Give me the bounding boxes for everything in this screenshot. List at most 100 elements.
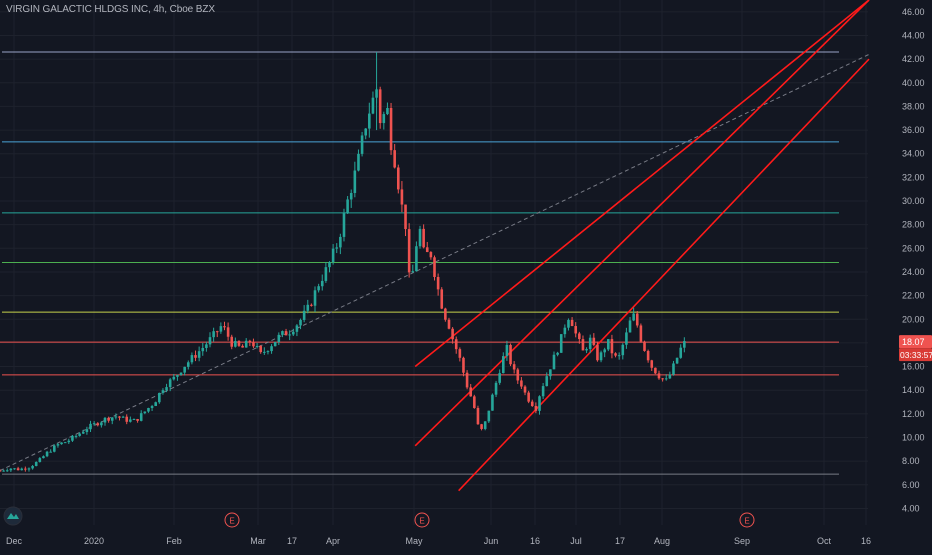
candle-body [121, 416, 125, 418]
candle-body [230, 336, 234, 347]
candle-body [223, 326, 226, 328]
trend-lines[interactable] [0, 0, 870, 492]
candle-body [335, 247, 339, 249]
x-tick-label: May [405, 536, 423, 546]
symbol-title[interactable]: VIRGIN GALACTIC HLDGS INC, 4h, Cboe BZX [6, 4, 215, 15]
candle-body [462, 357, 465, 373]
y-tick-label: 6.00 [902, 480, 920, 490]
candle-body [353, 170, 357, 193]
candle-body [440, 289, 444, 309]
x-tick-label: 16 [861, 536, 871, 546]
tradingview-logo-icon[interactable] [3, 506, 23, 526]
candle-body [234, 340, 237, 347]
x-tick-label: Oct [817, 536, 832, 546]
candle-body [266, 351, 270, 353]
candle-body [302, 310, 306, 320]
candle-body [27, 468, 31, 470]
candle-body [208, 337, 212, 345]
candle-body [664, 378, 668, 380]
candle-body [5, 470, 9, 472]
candle-body [559, 334, 563, 353]
candle-body [364, 128, 368, 136]
candle-body [512, 364, 516, 370]
earnings-event-marker [739, 512, 755, 528]
candle-body [237, 340, 241, 346]
candle-body [248, 340, 252, 343]
earnings-event-label: E [419, 517, 424, 526]
candle-body [9, 468, 13, 471]
candle-body [425, 247, 429, 253]
x-tick-label: Aug [654, 536, 670, 546]
candle-body [498, 373, 501, 383]
candle-body [556, 352, 559, 355]
candle-body [107, 417, 110, 421]
candle-body [255, 346, 259, 348]
candle-body [578, 333, 581, 340]
candle-body [654, 367, 657, 374]
candle-body [324, 267, 328, 281]
last-price-value: 18.07 [902, 337, 925, 347]
candle-body [291, 331, 295, 335]
candle-body [179, 372, 183, 375]
x-tick-label: 2020 [84, 536, 104, 546]
y-tick-label: 24.00 [902, 267, 925, 277]
last-price-badge [899, 335, 932, 349]
candle-body [96, 423, 100, 426]
candle-body [661, 378, 664, 380]
y-tick-label: 28.00 [902, 220, 925, 230]
candle-body [42, 456, 45, 459]
candle-body [418, 228, 422, 247]
candle-body [592, 337, 596, 345]
candle-body [53, 445, 56, 452]
candle-body [404, 204, 407, 230]
candle-body [125, 416, 129, 422]
candle-body [494, 382, 498, 395]
candle-body [371, 97, 375, 114]
candle-body [679, 347, 683, 358]
candle-body [284, 331, 288, 336]
countdown-badge [899, 348, 932, 362]
candle-body [34, 461, 38, 466]
candle-body [205, 344, 208, 348]
candle-body [585, 348, 588, 351]
candle-body [574, 326, 578, 334]
candle-body [476, 407, 480, 425]
x-axis[interactable]: Dec 2020 Feb Mar 17 Apr May Jun 16 Jul 17 Aug Sep Oct… [6, 536, 871, 546]
candle-body [614, 353, 617, 356]
candle-body [509, 344, 512, 365]
candle-body [346, 199, 349, 214]
y-tick-label: 26.00 [902, 243, 925, 253]
candle-body [411, 271, 415, 273]
candle-body [530, 401, 534, 406]
channel-trend-line [458, 58, 870, 492]
x-tick-label: 17 [287, 536, 297, 546]
candle-body [505, 344, 509, 357]
candle-body [393, 150, 396, 168]
y-tick-label: 36.00 [902, 125, 925, 135]
candle-body [382, 114, 386, 124]
horizontal-levels[interactable] [0, 51, 839, 475]
candle-body [400, 189, 404, 205]
candle-body [212, 331, 215, 338]
candle-body [201, 347, 205, 352]
candle-body [2, 470, 5, 472]
candle-body [436, 276, 440, 290]
candle-body [259, 346, 262, 353]
candle-body [132, 419, 136, 421]
candle-body [567, 319, 570, 328]
candle-body [451, 328, 454, 340]
candle-body [538, 396, 541, 411]
candle-body [92, 423, 96, 425]
candle-body [422, 228, 425, 248]
candle-body [147, 408, 150, 412]
x-tick-label: Jul [570, 536, 582, 546]
x-tick-label: Dec [6, 536, 23, 546]
candle-body [617, 355, 621, 357]
earnings-event-marker [224, 512, 240, 528]
candle-body [523, 386, 527, 393]
x-tick-label: Jun [484, 536, 499, 546]
candle-body [447, 319, 451, 329]
candle-body [310, 304, 313, 306]
